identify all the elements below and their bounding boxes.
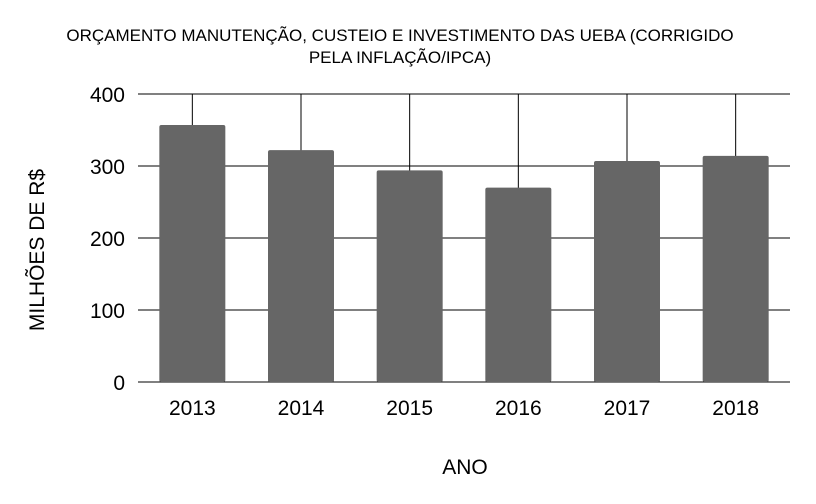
bar-2018 — [702, 155, 769, 382]
y-tick-label: 0 — [113, 372, 125, 395]
x-tick-label-2017: 2017 — [604, 397, 651, 420]
bar-2015 — [376, 170, 443, 382]
x-tick-label-2013: 2013 — [169, 397, 216, 420]
y-axis-label: MILHÕES DE R$ — [25, 169, 49, 332]
x-tick-labels: 2013 2014 2015 2016 2017 2018 — [169, 397, 759, 420]
x-tick-label-2018: 2018 — [712, 397, 759, 420]
bar-2013 — [159, 124, 226, 383]
y-tick-label: 300 — [90, 156, 125, 179]
x-tick-label-2015: 2015 — [386, 397, 433, 420]
gridlines — [138, 93, 790, 383]
bar-2017 — [594, 160, 660, 382]
bars — [159, 124, 769, 383]
x-axis-label: ANO — [442, 456, 488, 479]
y-tick-label: 200 — [90, 228, 125, 251]
x-tick-label-2016: 2016 — [495, 397, 542, 420]
x-tick-label-2014: 2014 — [278, 397, 325, 420]
bar-2016 — [485, 187, 552, 382]
bar-2014 — [268, 150, 334, 382]
y-tick-labels: 0 100 200 300 400 — [90, 84, 125, 395]
y-tick-label: 400 — [90, 84, 125, 107]
chart-title-line-1: ORÇAMENTO MANUTENÇÃO, CUSTEIO E INVESTIM… — [66, 26, 733, 45]
y-tick-label: 100 — [90, 300, 125, 323]
chart-title-line-2: PELA INFLAÇÃO/IPCA) — [309, 48, 491, 67]
